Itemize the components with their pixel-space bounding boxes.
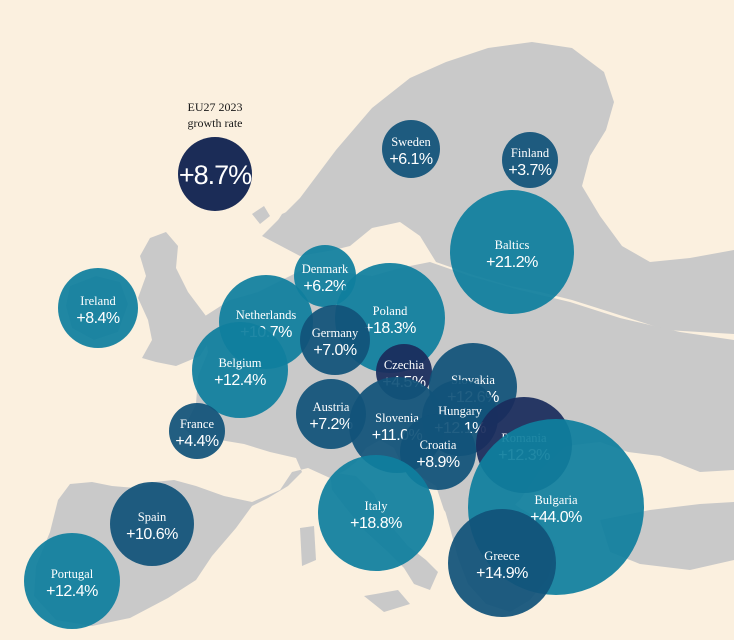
country-value-greece: +14.9%	[476, 565, 528, 582]
eu-caption-line2: growth rate	[188, 116, 243, 130]
country-value-france: +4.4%	[175, 433, 219, 450]
eu-caption-line1: EU27 2023	[188, 100, 243, 114]
bubble-finland: Finland +3.7%	[502, 132, 558, 188]
land-sicily	[364, 590, 410, 612]
land-norway-tip	[268, 206, 306, 246]
country-name-germany: Germany	[312, 326, 359, 340]
country-name-poland: Poland	[373, 304, 408, 318]
land-scandinavia	[262, 42, 734, 334]
country-name-austria: Austria	[313, 400, 350, 414]
country-name-czechia: Czechia	[384, 358, 425, 372]
land-sardinia	[300, 526, 316, 566]
country-value-germany: +7.0%	[313, 342, 357, 359]
bubble-circle-portugal	[24, 533, 120, 629]
bubble-germany: Germany +7.0%	[300, 305, 370, 375]
bubble-circle-finland	[502, 132, 558, 188]
country-value-portugal: +12.4%	[46, 583, 98, 600]
country-value-spain: +10.6%	[126, 526, 178, 543]
country-name-denmark: Denmark	[302, 262, 349, 276]
bubble-denmark: Denmark +6.2%	[294, 245, 356, 307]
bubble-circle-sweden	[382, 120, 440, 178]
country-value-belgium: +12.4%	[214, 372, 266, 389]
country-value-poland: +18.3%	[364, 320, 416, 337]
bubble-portugal: Portugal +12.4%	[24, 533, 120, 629]
country-name-hungary: Hungary	[438, 404, 482, 418]
bubble-sweden: Sweden +6.1%	[382, 120, 440, 178]
bubble-belgium: Belgium +12.4%	[192, 322, 288, 418]
country-name-finland: Finland	[511, 146, 550, 160]
land-great-britain	[138, 232, 210, 366]
bubble-circle-croatia	[400, 414, 476, 490]
country-name-slovenia: Slovenia	[375, 411, 419, 425]
country-name-italy: Italy	[365, 499, 389, 513]
country-value-croatia: +8.9%	[416, 454, 460, 471]
country-name-croatia: Croatia	[420, 438, 457, 452]
bubble-circle-greece	[448, 509, 556, 617]
country-value-austria: +7.2%	[309, 416, 353, 433]
bubble-spain: Spain +10.6%	[110, 482, 194, 566]
country-name-netherlands: Netherlands	[236, 308, 297, 322]
country-name-baltics: Baltics	[495, 238, 530, 252]
bubble-circle-austria	[296, 379, 366, 449]
country-name-bulgaria: Bulgaria	[534, 493, 577, 507]
country-value-baltics: +21.2%	[486, 254, 538, 271]
country-name-france: France	[180, 417, 214, 431]
country-name-spain: Spain	[138, 510, 167, 524]
bubble-circle-ireland	[58, 268, 138, 348]
growth-bubbles: Sweden +6.1% Finland +3.7% Baltics +21.2% Irel…	[24, 120, 644, 629]
bubble-baltics: Baltics +21.2%	[450, 190, 574, 314]
bubble-circle-denmark	[294, 245, 356, 307]
land-islands	[252, 206, 270, 224]
country-value-italy: +18.8%	[350, 515, 402, 532]
bubble-italy: Italy +18.8%	[318, 455, 434, 571]
bubble-france: France +4.4%	[169, 403, 225, 459]
country-name-ireland: Ireland	[80, 294, 116, 308]
country-name-greece: Greece	[484, 549, 520, 563]
country-value-denmark: +6.2%	[303, 278, 347, 295]
country-name-sweden: Sweden	[391, 135, 431, 149]
bubble-circle-germany	[300, 305, 370, 375]
bubble-austria: Austria +7.2%	[296, 379, 366, 449]
country-value-sweden: +6.1%	[389, 151, 433, 168]
bubble-circle-spain	[110, 482, 194, 566]
bubble-ireland: Ireland +8.4%	[58, 268, 138, 348]
bubble-circle-italy	[318, 455, 434, 571]
bubble-circle-belgium	[192, 322, 288, 418]
bubble-circle-france	[169, 403, 225, 459]
country-value-bulgaria: +44.0%	[530, 509, 582, 526]
eu-growth-value: +8.7%	[179, 160, 252, 190]
country-name-portugal: Portugal	[51, 567, 94, 581]
country-value-finland: +3.7%	[508, 162, 552, 179]
eu-bubble	[178, 137, 252, 211]
bubble-greece: Greece +14.9%	[448, 509, 556, 617]
country-name-belgium: Belgium	[218, 356, 261, 370]
eu-summary: EU27 2023 growth rate +8.7%	[178, 100, 253, 211]
bubble-croatia: Croatia +8.9%	[400, 414, 476, 490]
country-value-ireland: +8.4%	[76, 310, 120, 327]
bubble-circle-baltics	[450, 190, 574, 314]
